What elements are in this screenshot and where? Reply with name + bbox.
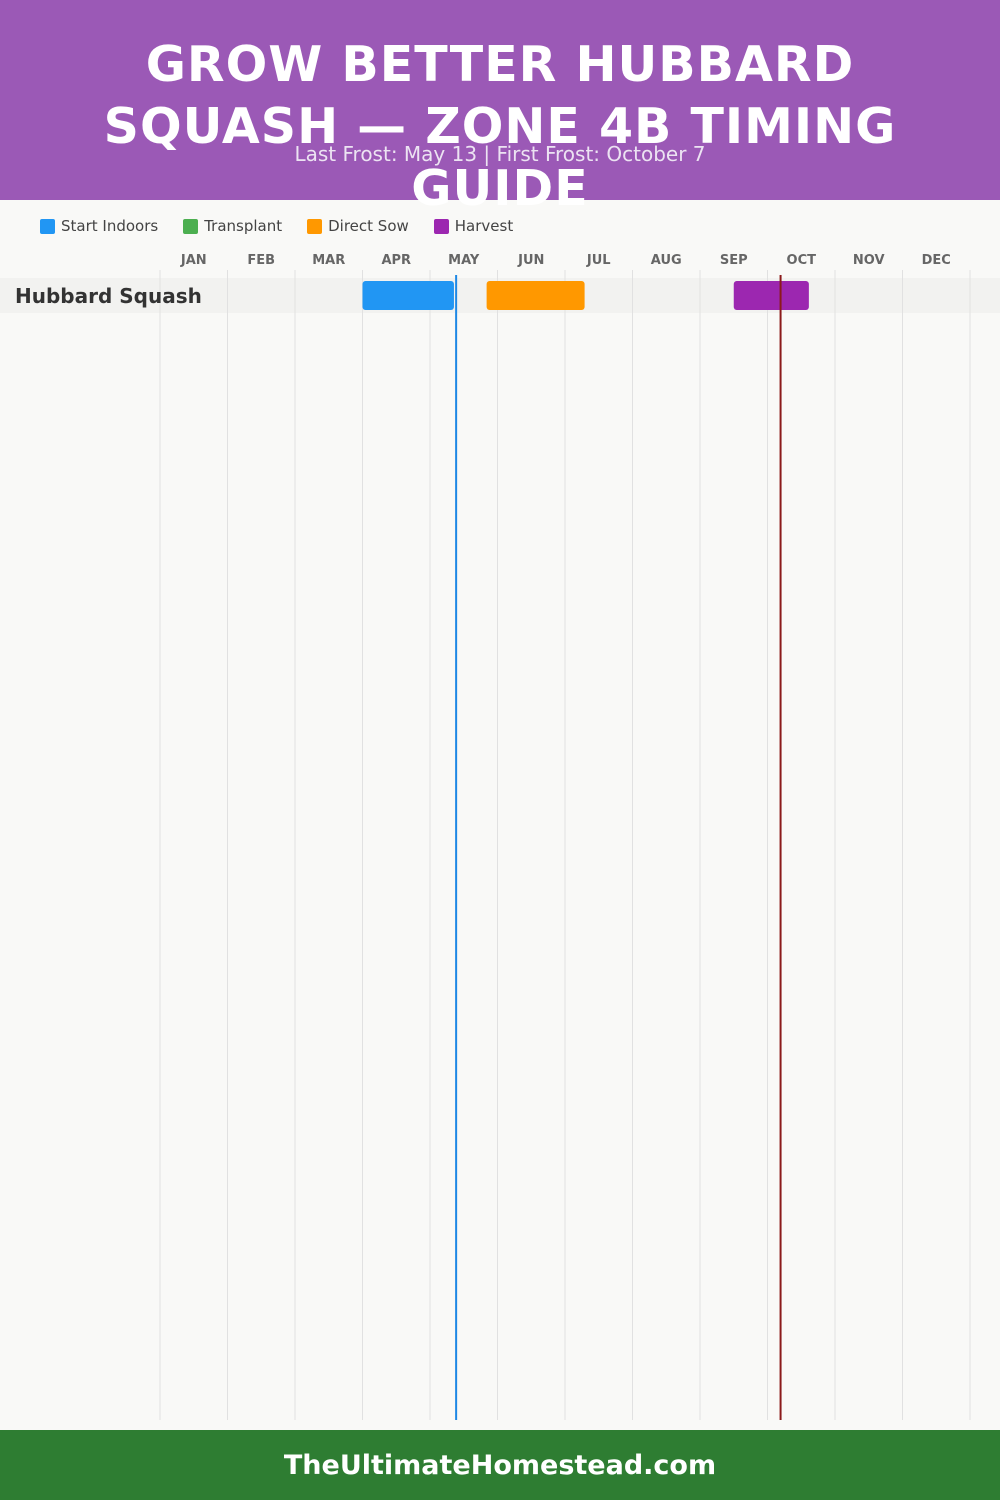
- month-tick-label: JAN: [180, 253, 207, 268]
- legend-item-start-indoors: Start Indoors: [40, 217, 158, 235]
- footer-site-link[interactable]: TheUltimateHomestead.com: [283, 1449, 717, 1481]
- month-tick-label: APR: [381, 253, 411, 268]
- legend-label-start-indoors: Start Indoors: [61, 217, 159, 235]
- legend-item-direct-sow: Direct Sow: [307, 217, 409, 235]
- month-tick-label: MAR: [312, 253, 345, 268]
- legend-item-transplant: Transplant: [183, 217, 282, 235]
- legend-label-transplant: Transplant: [204, 217, 283, 235]
- bar-direct-sow: [486, 281, 585, 310]
- planting-calendar-chart: JAN FEB MAR APR MAY JUN JUL AUG SEP OCT NOV DEC Hubb…: [0, 253, 1000, 1420]
- frost-dates-subtitle: Last Frost: May 13 | First Frost: Octobe…: [294, 142, 706, 166]
- legend-item-harvest: Harvest: [433, 217, 514, 235]
- legend-label-harvest: Harvest: [454, 217, 514, 235]
- month-tick-label: JUN: [517, 253, 544, 268]
- bar-start-indoors: [362, 281, 454, 310]
- month-tick-label: NOV: [853, 253, 885, 268]
- month-tick-label: OCT: [787, 253, 817, 268]
- month-tick-label: AUG: [651, 253, 682, 268]
- month-tick-label: FEB: [247, 253, 275, 268]
- footer-banner: TheUltimateHomestead.com: [0, 1430, 1000, 1500]
- page-title: GROW BETTER HUBBARD SQUASH — ZONE 4B TIM…: [103, 36, 897, 217]
- bar-harvest: [733, 281, 809, 310]
- legend-label-direct-sow: Direct Sow: [328, 217, 409, 235]
- legend-swatch-harvest: [433, 218, 449, 234]
- month-tick-label: DEC: [922, 253, 951, 268]
- legend-swatch-direct-sow: [307, 218, 323, 234]
- month-tick-label: JUL: [586, 253, 611, 268]
- crop-row-label: Hubbard Squash: [15, 284, 202, 308]
- legend-swatch-transplant: [183, 218, 199, 234]
- legend-swatch-start-indoors: [40, 218, 55, 234]
- month-tick-label: MAY: [448, 253, 480, 268]
- legend: Start Indoors Transplant Direct Sow Harv…: [40, 214, 538, 238]
- month-tick-label: SEP: [720, 253, 748, 268]
- header-banner: GROW BETTER HUBBARD SQUASH — ZONE 4B TIM…: [0, 0, 1000, 217]
